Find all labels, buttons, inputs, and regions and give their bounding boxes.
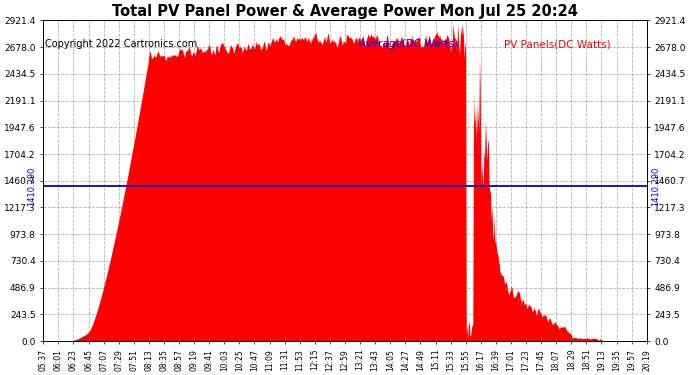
Text: 1410.290: 1410.290 xyxy=(651,166,660,206)
Text: PV Panels(DC Watts): PV Panels(DC Watts) xyxy=(504,39,611,50)
Text: 1410.290: 1410.290 xyxy=(27,166,36,206)
Title: Total PV Panel Power & Average Power Mon Jul 25 20:24: Total PV Panel Power & Average Power Mon… xyxy=(112,4,578,19)
Text: Copyright 2022 Cartronics.com: Copyright 2022 Cartronics.com xyxy=(45,39,197,50)
Text: Average(DC Watts): Average(DC Watts) xyxy=(359,39,458,50)
